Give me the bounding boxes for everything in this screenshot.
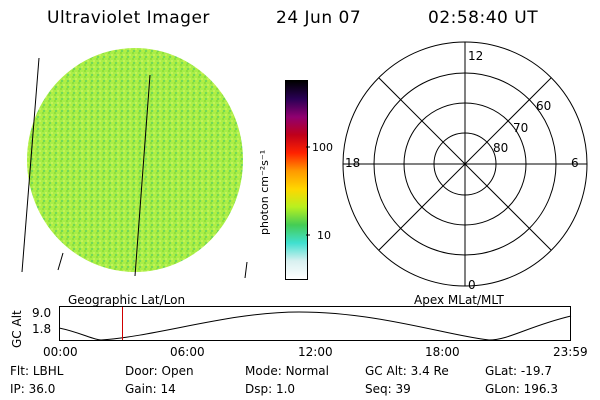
lat-label-70: 70 xyxy=(513,121,528,135)
latitude-mark xyxy=(57,252,64,271)
status-dsp: Dsp: 1.0 xyxy=(245,382,296,396)
longitude-line xyxy=(244,261,248,279)
longitude-line xyxy=(21,57,40,273)
altitude-timeline xyxy=(59,306,572,341)
timeline-ytick-low: 1.8 xyxy=(32,322,52,336)
mlt-label-bottom: 0 xyxy=(468,278,476,292)
status-mode: Mode: Normal xyxy=(245,364,329,378)
altitude-curve xyxy=(59,311,572,341)
uv-image-panel xyxy=(21,48,248,279)
status-gc-alt: GC Alt: 3.4 Re xyxy=(365,364,449,378)
status-glon: GLon: 196.3 xyxy=(485,382,558,396)
timeline-xtick: 18:00 xyxy=(425,345,460,359)
lat-label-80: 80 xyxy=(493,141,508,155)
mlt-label-top: 12 xyxy=(468,49,483,63)
status-ip: IP: 36.0 xyxy=(10,382,56,396)
status-flt: Flt: LBHL xyxy=(10,364,64,378)
geographic-caption: Geographic Lat/Lon xyxy=(68,293,186,307)
mlt-label-right: 6 xyxy=(571,156,579,170)
instrument-title: Ultraviolet Imager xyxy=(47,8,210,28)
timeline-ytick-high: 9.0 xyxy=(32,306,52,320)
longitude-line xyxy=(134,74,151,277)
colorbar-tick-10: 10 xyxy=(317,229,331,242)
mlt-label-left: 18 xyxy=(345,156,360,170)
timeline-xtick: 06:00 xyxy=(170,345,205,359)
lat-label-60: 60 xyxy=(536,99,551,113)
earth-disk xyxy=(27,48,243,272)
colorbar xyxy=(285,80,308,280)
date-label: 24 Jun 07 xyxy=(276,8,362,28)
colorbar-unit-label: photon cm⁻²s⁻¹ xyxy=(258,149,271,235)
timeline-xtick: 12:00 xyxy=(298,345,333,359)
status-seq: Seq: 39 xyxy=(365,382,411,396)
time-label: 02:58:40 UT xyxy=(428,8,539,28)
colorbar-tick-100: 100 xyxy=(312,141,333,154)
colorbar-ticks: 100 10 xyxy=(306,141,333,242)
apex-caption: Apex MLat/MLT xyxy=(414,293,504,307)
timeline-xtick: 23:59 xyxy=(553,345,588,359)
timeline-ylabel: GC Alt xyxy=(10,310,24,348)
timeline-xtick: 00:00 xyxy=(43,345,78,359)
mlt-diagonal xyxy=(378,77,552,251)
status-glat: GLat: -19.7 xyxy=(485,364,552,378)
polar-plot: 12 18 6 0 60 70 80 xyxy=(342,41,588,292)
status-gain: Gain: 14 xyxy=(125,382,176,396)
status-door: Door: Open xyxy=(125,364,194,378)
